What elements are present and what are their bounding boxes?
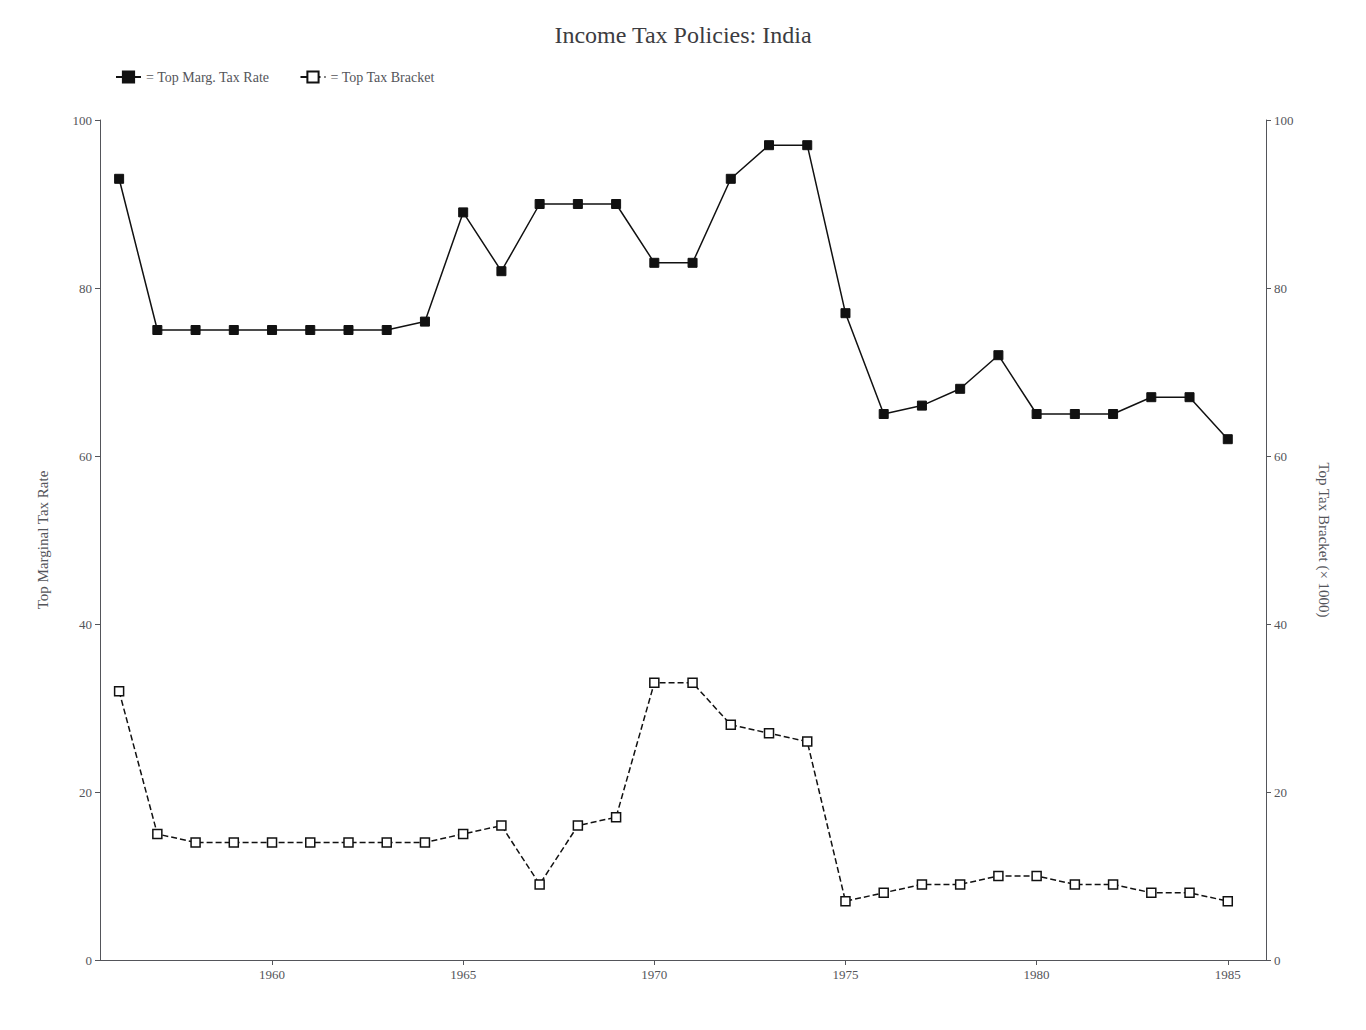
svg-text:80: 80 (79, 281, 92, 296)
svg-text:20: 20 (79, 785, 92, 800)
svg-text:Income Tax Policies: India: Income Tax Policies: India (554, 22, 811, 48)
svg-text:1975: 1975 (832, 967, 858, 982)
svg-text:0: 0 (86, 953, 93, 968)
svg-text:= Top Tax Bracket: = Top Tax Bracket (330, 70, 434, 85)
svg-text:1985: 1985 (1215, 967, 1241, 982)
svg-text:20: 20 (1274, 785, 1287, 800)
svg-text:Top Tax Bracket (× 1000): Top Tax Bracket (× 1000) (1315, 462, 1332, 617)
svg-text:40: 40 (1274, 617, 1287, 632)
svg-text:0: 0 (1274, 953, 1281, 968)
svg-text:1960: 1960 (259, 967, 285, 982)
svg-text:1965: 1965 (450, 967, 476, 982)
svg-text:1970: 1970 (641, 967, 667, 982)
svg-text:1980: 1980 (1024, 967, 1050, 982)
svg-text:80: 80 (1274, 281, 1287, 296)
svg-text:= Top Marg. Tax Rate: = Top Marg. Tax Rate (146, 70, 269, 85)
svg-text:100: 100 (1274, 113, 1294, 128)
svg-text:60: 60 (1274, 449, 1287, 464)
svg-text:40: 40 (79, 617, 92, 632)
svg-text:60: 60 (79, 449, 92, 464)
svg-text:100: 100 (73, 113, 93, 128)
svg-text:Top Marginal Tax Rate: Top Marginal Tax Rate (35, 470, 51, 609)
